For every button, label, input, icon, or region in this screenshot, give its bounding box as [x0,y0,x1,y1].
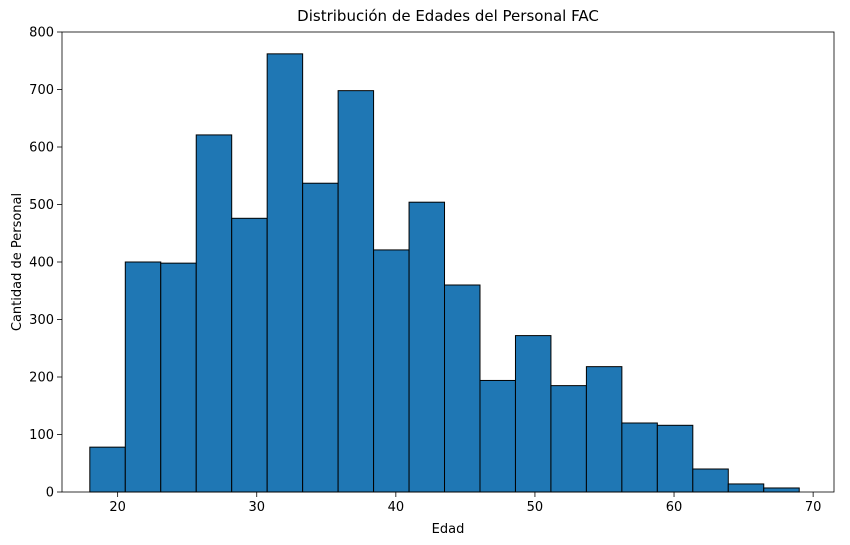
histogram-bar [302,182,339,493]
bars-group [89,53,800,493]
histogram-bar [266,53,304,493]
chart-title: Distribución de Edades del Personal FAC [297,7,599,25]
y-tick-label: 400 [29,256,54,271]
histogram-bar [337,90,375,493]
histogram-bar [373,249,410,493]
x-tick-label: 70 [805,500,822,515]
histogram-bar [89,446,126,493]
y-tick-label: 100 [29,428,54,443]
x-axis: 20 30 40 50 60 70 [109,492,821,515]
x-tick-label: 30 [248,500,265,515]
histogram-bar [408,201,446,493]
y-axis: 0 100 200 300 400 500 600 700 800 [29,26,62,501]
y-tick-label: 300 [29,313,54,328]
histogram-bar [514,335,552,493]
histogram-bar [585,366,623,493]
histogram-bar [231,217,268,493]
histogram-bar [727,483,765,493]
histogram-bar [621,422,658,493]
y-tick-label: 600 [29,141,54,156]
y-axis-label: Cantidad de Personal [10,193,25,331]
histogram-bar [479,379,516,493]
histogram-bar [195,134,233,493]
y-tick-label: 500 [29,198,54,213]
y-tick-label: 200 [29,371,54,386]
histogram-bar [550,385,587,493]
histogram-bar [656,424,694,493]
y-tick-label: 700 [29,83,54,98]
y-tick-label: 0 [46,486,54,501]
histogram-bar [763,487,800,493]
x-tick-label: 50 [527,500,544,515]
y-tick-label: 800 [29,26,54,41]
x-tick-label: 60 [666,500,683,515]
histogram-bar [692,468,729,493]
histogram-bar [160,262,197,493]
x-tick-label: 40 [388,500,405,515]
x-axis-label: Edad [432,522,465,537]
histogram-bar [124,261,162,493]
x-tick-label: 20 [109,500,126,515]
histogram-bar [444,284,481,493]
